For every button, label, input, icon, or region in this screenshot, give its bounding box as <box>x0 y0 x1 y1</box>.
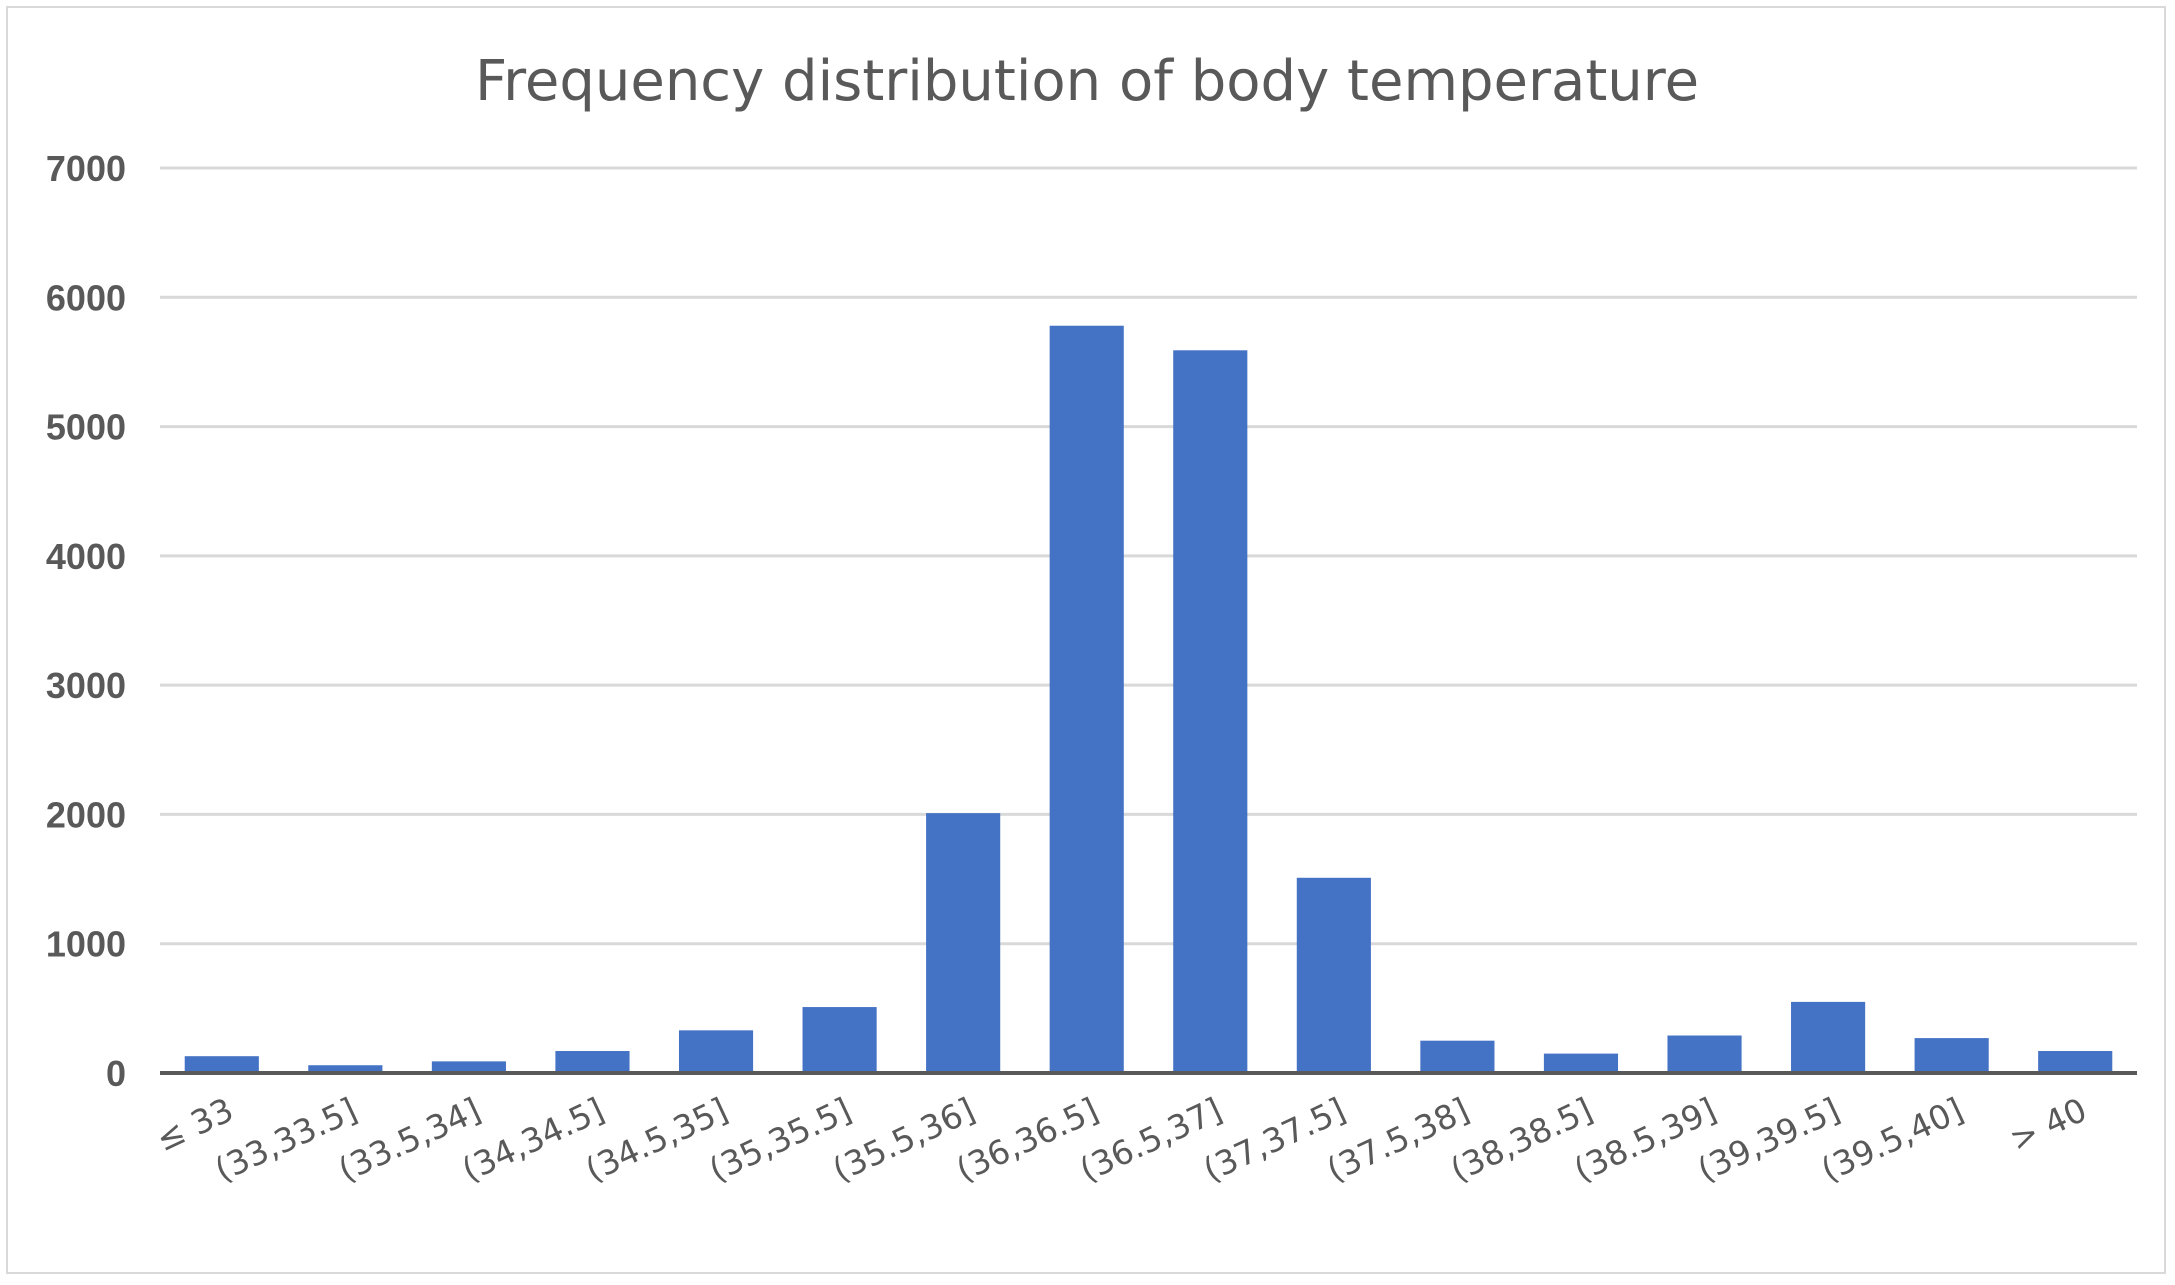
bar <box>802 1007 877 1073</box>
x-tick-label: (37,37.5] <box>1197 1090 1351 1189</box>
x-tick-label: (39,39.5] <box>1691 1090 1845 1189</box>
chart-title: Frequency distribution of body temperatu… <box>475 49 1699 114</box>
x-tick-label: (38,38.5] <box>1444 1090 1598 1189</box>
x-tick-label: (35.5,36] <box>827 1090 981 1189</box>
x-tick-label: (37.5,38] <box>1321 1090 1475 1189</box>
x-tick-label: (38.5,39] <box>1568 1090 1722 1189</box>
bar <box>1049 325 1124 1073</box>
bar <box>308 1065 383 1073</box>
x-tick-label: (33.5,34] <box>332 1090 486 1189</box>
x-tick-label: (36.5,37] <box>1074 1090 1228 1189</box>
y-tick-label: 0 <box>106 1053 126 1094</box>
bar <box>926 813 1001 1073</box>
x-tick-label: (39.5,40] <box>1815 1090 1969 1189</box>
y-tick-label: 5000 <box>46 407 126 448</box>
x-axis-ticks: ≤ 33(33,33.5](33.5,34](34,34.5](34.5,35]… <box>150 1090 2093 1189</box>
bar <box>1791 1001 1866 1073</box>
bar <box>1420 1040 1495 1073</box>
bar <box>184 1056 259 1073</box>
x-tick-label: (36,36.5] <box>950 1090 1104 1189</box>
x-tick-label: (33,33.5] <box>209 1090 363 1189</box>
bar <box>431 1061 506 1073</box>
y-axis-ticks: 0 1000 2000 3000 4000 5000 6000 7000 <box>46 148 126 1094</box>
bars <box>184 325 2113 1073</box>
y-tick-label: 2000 <box>46 794 126 835</box>
y-tick-label: 1000 <box>46 924 126 965</box>
x-tick-label: (34.5,35] <box>579 1090 733 1189</box>
y-tick-label: 6000 <box>46 277 126 318</box>
y-tick-label: 7000 <box>46 148 126 189</box>
bar <box>1543 1053 1619 1073</box>
x-tick-label: (34,34.5] <box>456 1090 610 1189</box>
x-tick-label: (35,35.5] <box>703 1090 857 1189</box>
bar <box>2038 1051 2113 1073</box>
y-tick-label: 4000 <box>46 536 126 577</box>
bar <box>1296 877 1371 1073</box>
bar <box>1173 350 1248 1073</box>
y-tick-label: 3000 <box>46 665 126 706</box>
gridlines <box>160 166 2137 946</box>
bar <box>1667 1035 1742 1073</box>
bar <box>678 1030 754 1073</box>
bar <box>555 1051 630 1073</box>
x-tick-label: > 40 <box>2003 1090 2092 1159</box>
bar <box>1914 1038 1989 1073</box>
